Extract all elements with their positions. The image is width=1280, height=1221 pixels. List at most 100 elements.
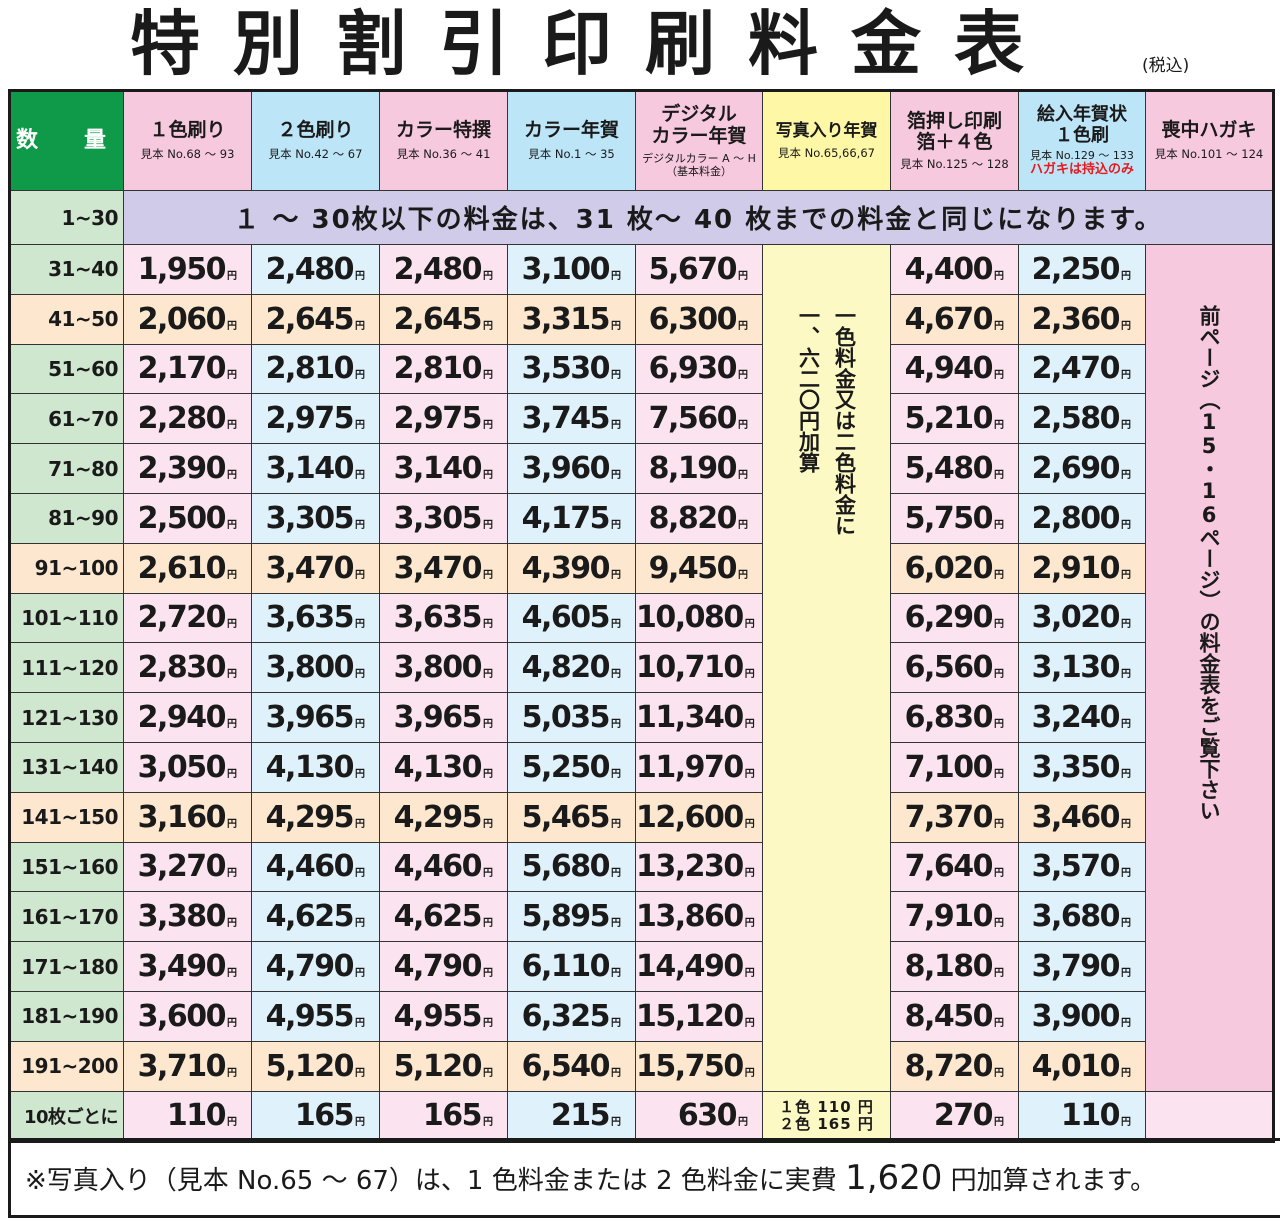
yen-unit: 円 bbox=[227, 370, 237, 382]
price-value: 2,480 bbox=[265, 251, 355, 287]
price-value: 6,540 bbox=[521, 1048, 611, 1084]
footer-note: ※写真入り（見本 No.65 ～ 67）は、1 色料金または 2 色料金に実費 … bbox=[8, 1138, 1280, 1218]
price-value: 5,750 bbox=[904, 500, 994, 536]
price-cell: 3,965 円 bbox=[379, 692, 508, 743]
price-cell: 5,035 円 bbox=[507, 692, 636, 743]
yen-unit: 円 bbox=[227, 619, 237, 631]
header-col-foil: 箔押し印刷 箔＋４色 見本 No.125 ～ 128 bbox=[890, 90, 1019, 191]
yen-unit: 円 bbox=[744, 968, 755, 980]
yen-unit: 円 bbox=[1121, 768, 1131, 780]
yen-unit: 円 bbox=[744, 1067, 755, 1079]
qty-cell: 171~180 bbox=[9, 941, 124, 992]
price-cell: 2,940 円 bbox=[123, 692, 252, 743]
price-value: 3,530 bbox=[521, 351, 611, 387]
price-cell: 3,800 円 bbox=[379, 642, 508, 694]
qty-cell: 61~70 bbox=[9, 393, 124, 445]
price-value: 2,720 bbox=[137, 600, 227, 636]
price-value: 3,140 bbox=[393, 451, 483, 487]
price-value: 5,465 bbox=[521, 799, 611, 835]
price-cell: 3,305 円 bbox=[379, 492, 508, 544]
price-value: 5,670 bbox=[648, 251, 738, 287]
price-cell: 4,625 円 bbox=[251, 891, 380, 943]
qty-cell: 121~130 bbox=[9, 692, 124, 743]
price-value: 9,450 bbox=[648, 550, 738, 586]
yen-unit: 円 bbox=[744, 768, 755, 780]
price-cell: 5,465 円 bbox=[507, 791, 636, 843]
price-cell: 3,130 円 bbox=[1018, 642, 1146, 694]
title-area: 特別割引印刷料金表 (税込) bbox=[0, 0, 1280, 88]
yen-unit: 円 bbox=[611, 818, 621, 830]
header-sub: デジタルカラー A ～ H bbox=[642, 151, 756, 165]
yen-unit: 円 bbox=[227, 270, 237, 282]
price-cell: 3,470 円 bbox=[379, 542, 508, 594]
price-cell: 12,600 円 bbox=[635, 791, 763, 843]
price-cell: 2,500 円 bbox=[123, 492, 252, 544]
yen-unit: 円 bbox=[744, 719, 755, 731]
price-cell: 110 円 bbox=[1018, 1090, 1146, 1142]
price-value: 4,790 bbox=[393, 949, 483, 985]
qty-cell: 31~40 bbox=[9, 244, 124, 295]
price-value: 8,720 bbox=[904, 1048, 994, 1084]
yen-unit: 円 bbox=[611, 968, 621, 980]
price-value: 7,560 bbox=[648, 401, 738, 437]
per10-row: 10枚ごとに 110 円 165 円 165 円 215 円 630 円 １色 110 円 ２色 165… bbox=[9, 1090, 1274, 1142]
price-value: 6,830 bbox=[904, 700, 994, 736]
price-cell: 3,680 円 bbox=[1018, 891, 1146, 943]
yen-unit: 円 bbox=[738, 569, 748, 581]
price-cell: 4,955 円 bbox=[379, 990, 508, 1042]
price-cell: 4,295 円 bbox=[251, 791, 380, 843]
yen-unit: 円 bbox=[1121, 1117, 1131, 1129]
yen-unit: 円 bbox=[1121, 470, 1131, 482]
page-title: 特別割引印刷料金表 bbox=[130, 3, 1057, 85]
price-value: 3,305 bbox=[393, 500, 483, 536]
price-value: 3,050 bbox=[137, 749, 227, 785]
price-value: 12,600 bbox=[636, 799, 745, 835]
price-cell: 4,460 円 bbox=[251, 841, 380, 893]
price-cell: 5,250 円 bbox=[507, 741, 636, 793]
qty-cell: 191~200 bbox=[9, 1040, 124, 1092]
price-value: 2,580 bbox=[1031, 401, 1121, 437]
price-cell: 4,295 円 bbox=[379, 791, 508, 843]
price-value: 5,480 bbox=[904, 451, 994, 487]
price-value: 2,940 bbox=[137, 700, 227, 736]
price-row: 121~130 2,940 円 3,965 円 3,965 円 5,035 円 11,340 円 6,… bbox=[9, 692, 1274, 743]
price-cell: 3,380 円 bbox=[123, 891, 252, 943]
header-sub: 見本 No.101 ～ 124 bbox=[1154, 147, 1264, 162]
yen-unit: 円 bbox=[355, 918, 365, 930]
yen-unit: 円 bbox=[483, 868, 493, 880]
price-row: 71~80 2,390 円 3,140 円 3,140 円 3,960 円 8,190 円 5,480… bbox=[9, 443, 1274, 494]
price-cell: 2,720 円 bbox=[123, 592, 252, 644]
qty-cell: 181~190 bbox=[9, 990, 124, 1042]
qty-cell: 161~170 bbox=[9, 891, 124, 943]
price-cell: 2,480 円 bbox=[251, 244, 380, 295]
header-col-mochu: 喪中ハガキ 見本 No.101 ～ 124 bbox=[1145, 90, 1274, 191]
yen-unit: 円 bbox=[994, 1117, 1004, 1129]
price-value: 3,490 bbox=[137, 949, 227, 985]
yen-unit: 円 bbox=[611, 1067, 621, 1079]
price-value: 6,110 bbox=[521, 949, 611, 985]
price-cell: 6,540 円 bbox=[507, 1040, 636, 1092]
yen-unit: 円 bbox=[994, 669, 1004, 681]
yen-unit: 円 bbox=[994, 569, 1004, 581]
yen-unit: 円 bbox=[994, 768, 1004, 780]
header-row: 数 量 １色刷り 見本 No.68 ～ 93 ２色刷り 見本 No.42 ～ 6… bbox=[9, 90, 1274, 191]
header-title: 箔押し印刷 bbox=[906, 109, 1002, 132]
photo-merged-text: 一色料金又は二色料金に 一、六二〇円加算 bbox=[764, 305, 890, 536]
header-sub: 見本 No.68 ～ 93 bbox=[140, 147, 235, 162]
price-value: 3,100 bbox=[521, 251, 611, 287]
price-value: 10,080 bbox=[636, 600, 745, 636]
yen-unit: 円 bbox=[355, 420, 365, 432]
price-cell: 7,100 円 bbox=[890, 741, 1019, 793]
price-value: 2,480 bbox=[393, 251, 483, 287]
price-cell: 8,190 円 bbox=[635, 443, 763, 494]
price-cell: 3,140 円 bbox=[379, 443, 508, 494]
yen-unit: 円 bbox=[483, 669, 493, 681]
price-value: 2,060 bbox=[137, 301, 227, 337]
price-value: 5,895 bbox=[521, 899, 611, 935]
price-value: 4,460 bbox=[265, 849, 355, 885]
yen-unit: 円 bbox=[611, 619, 621, 631]
yen-unit: 円 bbox=[1121, 569, 1131, 581]
price-cell: 8,720 円 bbox=[890, 1040, 1019, 1092]
yen-unit: 円 bbox=[227, 1067, 237, 1079]
price-value: 4,460 bbox=[393, 849, 483, 885]
